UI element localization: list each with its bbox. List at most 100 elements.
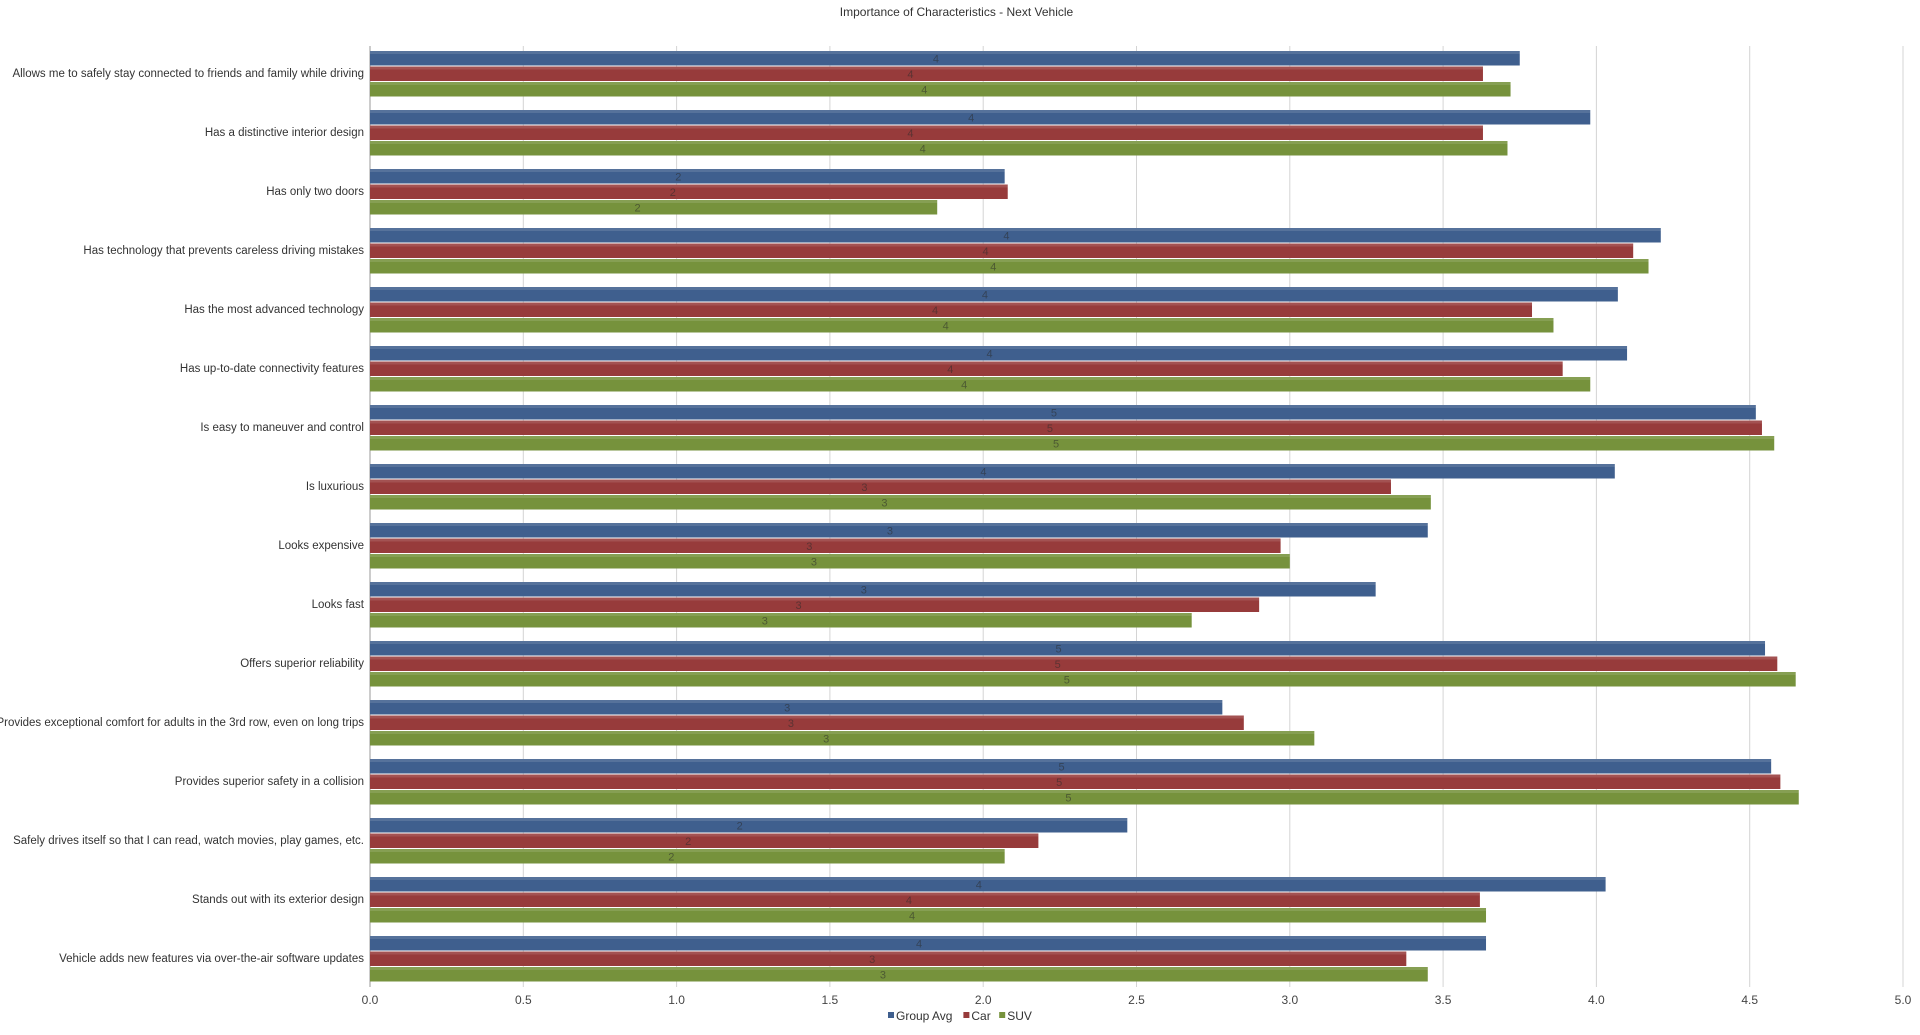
data-label: 4 (986, 349, 992, 361)
bar-highlight (370, 184, 1008, 188)
data-label: 5 (1064, 675, 1070, 687)
bar-highlight (370, 141, 1508, 144)
data-label: 5 (1047, 423, 1053, 435)
bar-highlight (370, 243, 1634, 247)
category-label: Provides exceptional comfort for adults … (0, 717, 364, 729)
data-label: 4 (906, 895, 912, 907)
data-label: 4 (932, 305, 938, 317)
x-tick-label: 2.0 (975, 993, 992, 1007)
category-label: Has only two doors (266, 186, 364, 198)
bar-highlight (370, 951, 1407, 955)
category-label: Has the most advanced technology (184, 304, 364, 316)
bar-car (370, 125, 1483, 140)
data-label: 4 (909, 911, 915, 923)
bar-highlight (370, 759, 1772, 762)
chart-title: Importance of Characteristics - Next Veh… (840, 5, 1074, 19)
bar-highlight (370, 613, 1192, 616)
bar-highlight (370, 672, 1796, 675)
x-tick-label: 0.0 (362, 993, 379, 1007)
legend-label: Car (971, 1009, 990, 1023)
bar-group-avg (370, 759, 1772, 774)
bar-highlight (370, 967, 1428, 970)
data-label: 2 (737, 821, 743, 833)
category-label: Is luxurious (306, 481, 364, 493)
data-label: 3 (762, 616, 768, 628)
bar-suv (370, 849, 1005, 864)
category-label: Allows me to safely stay connected to fr… (12, 68, 364, 80)
data-label: 3 (861, 585, 867, 597)
bar-car (370, 184, 1008, 199)
data-label: 4 (916, 939, 922, 951)
bar-highlight (370, 110, 1591, 113)
bar-group-avg (370, 51, 1520, 66)
bar-highlight (370, 833, 1039, 837)
data-label: 3 (861, 482, 867, 494)
data-label: 3 (806, 541, 812, 553)
data-label: 5 (1053, 439, 1059, 451)
bar-highlight (370, 790, 1799, 793)
x-tick-label: 5.0 (1895, 993, 1912, 1007)
bar-highlight (370, 420, 1762, 424)
bar-car (370, 833, 1039, 848)
data-label: 4 (933, 54, 939, 66)
bar-car (370, 951, 1407, 966)
bar-highlight (370, 259, 1649, 262)
category-label: Offers superior reliability (240, 658, 364, 670)
data-label: 3 (811, 557, 817, 569)
bar-highlight (370, 774, 1781, 778)
data-label: 3 (796, 600, 802, 612)
category-label: Vehicle adds new features via over-the-a… (59, 953, 364, 965)
category-label: Looks fast (312, 599, 365, 611)
bar-car (370, 302, 1533, 317)
bar-highlight (370, 318, 1554, 321)
legend-label: Group Avg (896, 1009, 952, 1023)
bar-highlight (370, 436, 1775, 439)
bar-highlight (370, 495, 1431, 498)
data-label: 4 (920, 144, 926, 156)
legend-label: SUV (1007, 1009, 1032, 1023)
bar-highlight (370, 597, 1260, 601)
bar-highlight (370, 731, 1315, 734)
bar-group-avg (370, 110, 1591, 125)
data-label: 2 (685, 836, 691, 848)
bar-highlight (370, 554, 1290, 557)
bar-highlight (370, 66, 1483, 70)
data-label: 4 (968, 113, 974, 125)
bar-group-avg (370, 405, 1756, 420)
bar-highlight (370, 479, 1391, 483)
bar-group-avg (370, 228, 1661, 243)
bar-highlight (370, 361, 1563, 365)
x-tick-label: 4.5 (1741, 993, 1758, 1007)
bar-highlight (370, 908, 1487, 911)
bar-suv (370, 82, 1511, 97)
bar-group-avg (370, 818, 1128, 833)
bar-highlight (370, 169, 1005, 172)
bar-suv (370, 259, 1649, 274)
bar-highlight (370, 715, 1244, 719)
bar-suv (370, 672, 1796, 687)
bar-car (370, 597, 1260, 612)
data-label: 3 (880, 970, 886, 982)
bar-group-avg (370, 464, 1615, 479)
bar-highlight (370, 125, 1483, 129)
bar-highlight (370, 892, 1480, 896)
data-label: 3 (869, 954, 875, 966)
bar-car (370, 361, 1563, 376)
data-label: 4 (982, 290, 988, 302)
bar-highlight (370, 656, 1778, 660)
data-label: 4 (961, 380, 967, 392)
bar-highlight (370, 228, 1661, 231)
data-label: 3 (788, 718, 794, 730)
data-label: 4 (907, 69, 913, 81)
bar-car (370, 420, 1762, 435)
x-tick-label: 1.0 (668, 993, 685, 1007)
bar-highlight (370, 582, 1376, 585)
bar-highlight (370, 700, 1223, 703)
data-label: 2 (670, 187, 676, 199)
data-label: 3 (887, 526, 893, 538)
category-label: Has up-to-date connectivity features (180, 363, 364, 375)
data-label: 4 (907, 128, 913, 140)
bar-suv (370, 967, 1428, 982)
bar-highlight (370, 641, 1766, 644)
